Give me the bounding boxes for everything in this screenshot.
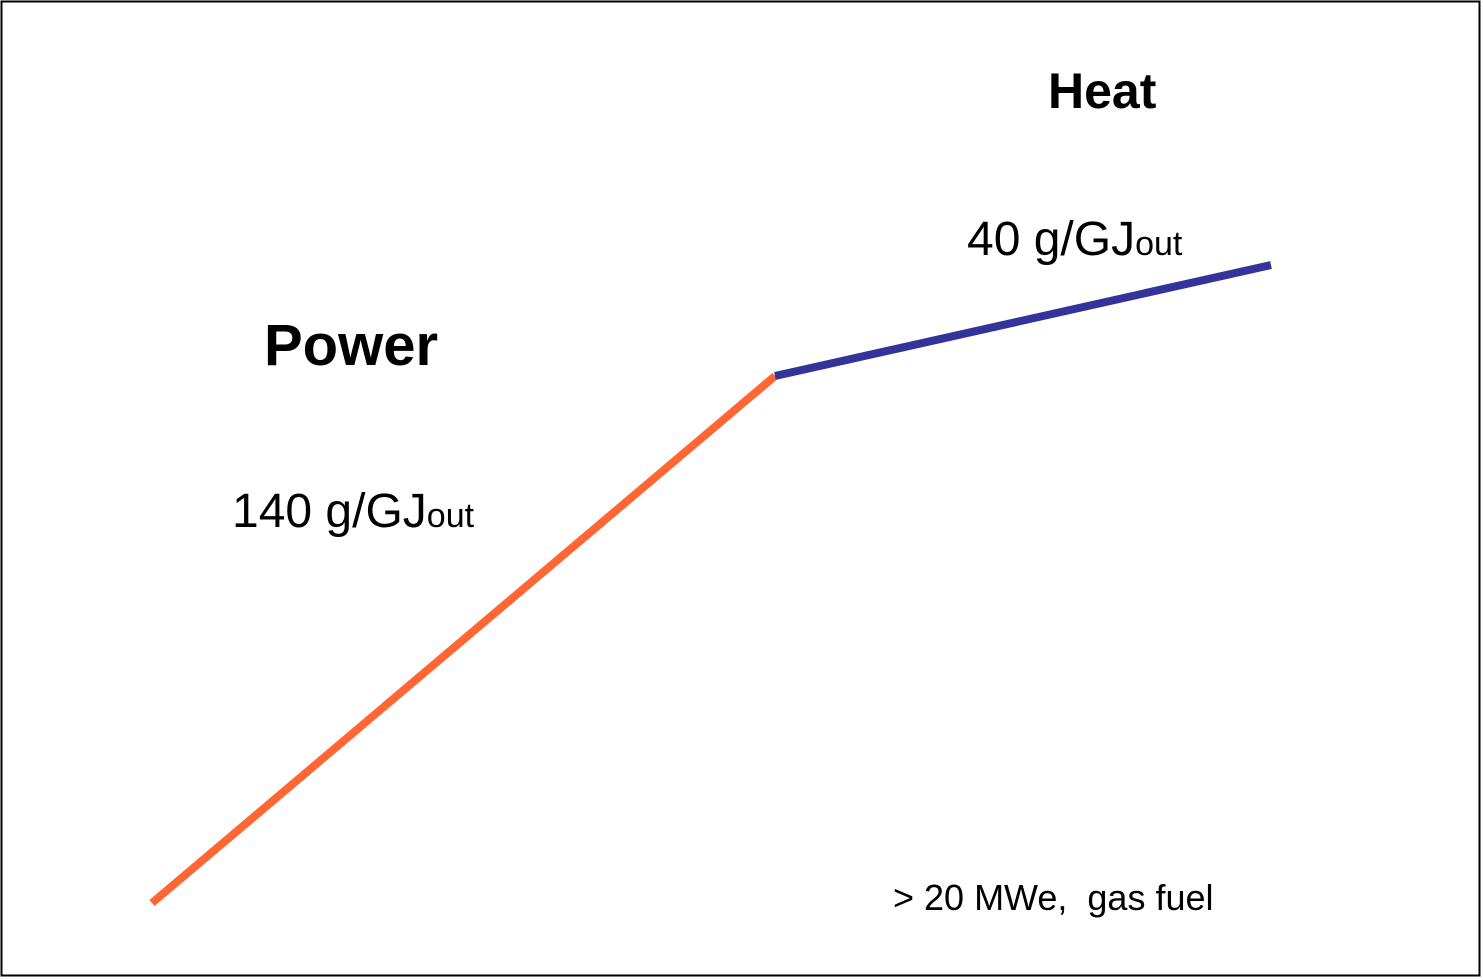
heat-line bbox=[774, 261, 1272, 380]
note: > 20 MWe, gas fuel bbox=[893, 877, 1214, 918]
heat-label: Heat bbox=[1048, 63, 1157, 119]
heat-rate-subscript: out bbox=[1135, 225, 1183, 263]
power-rate: 140 g/GJout bbox=[232, 485, 475, 538]
heat-rate-text: 40 g/GJ bbox=[967, 213, 1135, 266]
power-rate-text: 140 g/GJ bbox=[232, 485, 427, 538]
power-label: Power bbox=[264, 313, 438, 378]
power-rate-subscript: out bbox=[427, 497, 475, 535]
power-line bbox=[149, 372, 778, 907]
heat-rate: 40 g/GJout bbox=[967, 213, 1183, 266]
